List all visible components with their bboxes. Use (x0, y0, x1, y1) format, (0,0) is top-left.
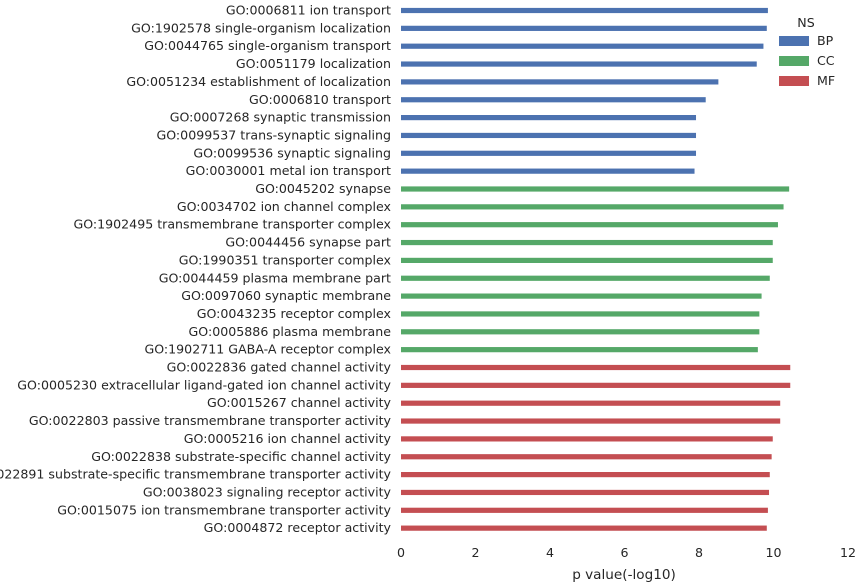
bar-mf (401, 507, 768, 513)
x-tick-labels: 0 2 4 6 8 10 12 (397, 545, 856, 560)
bar-cc (401, 222, 778, 228)
bar-bp (401, 97, 706, 103)
y-tick-label: GO:0043235 receptor complex (197, 306, 392, 321)
bar-cc (401, 347, 758, 353)
bar-bp (401, 7, 768, 14)
legend-swatch-bp (779, 36, 809, 46)
bar-mf (401, 400, 781, 406)
y-tick-label: GO:0097060 synaptic membrane (181, 288, 391, 303)
y-tick-label: GO:0022838 substrate-specific channel ac… (91, 449, 391, 464)
bars-layer (401, 7, 791, 531)
bar-bp (401, 150, 697, 156)
y-tick-label: GO:0007268 synaptic transmission (170, 110, 391, 125)
y-tick-label: GO:0015267 channel activity (207, 395, 392, 410)
x-tick-label: 4 (546, 545, 554, 560)
bar-bp (401, 61, 757, 67)
y-tick-labels: GO:0006811 ion transport GO:1902578 singl… (0, 3, 392, 536)
bar-cc (401, 293, 762, 299)
bar-bp (401, 79, 719, 85)
x-tick-label: 12 (840, 545, 856, 560)
legend-label-mf: MF (817, 73, 835, 88)
x-tick-label: 8 (695, 545, 703, 560)
bar-bp (401, 25, 767, 31)
y-tick-label: GO:0099537 trans-synaptic signaling (156, 127, 391, 142)
bar-cc (401, 257, 773, 263)
bar-mf (401, 472, 770, 478)
x-tick-label: 10 (765, 545, 781, 560)
bar-mf (401, 436, 773, 442)
bar-mf (401, 418, 781, 424)
bar-bp (401, 43, 764, 49)
bar-mf (401, 382, 791, 388)
bar-cc (401, 186, 790, 192)
y-tick-label: GO:0051234 establishment of localization (126, 74, 391, 89)
y-tick-label: GO:0099536 synaptic signaling (193, 145, 391, 160)
y-tick-label: GO:0044459 plasma membrane part (159, 270, 391, 285)
y-tick-label: GO:0005230 extracellular ligand-gated io… (17, 377, 391, 392)
bar-bp (401, 115, 697, 121)
y-tick-label: GO:0030001 metal ion transport (186, 163, 391, 178)
y-tick-label: GO:0005886 plasma membrane (189, 324, 392, 339)
y-tick-label: GO:1902711 GABA-A receptor complex (144, 342, 391, 357)
y-tick-label: GO:0006811 ion transport (226, 3, 391, 18)
y-tick-label: GO:0022836 gated channel activity (167, 360, 392, 375)
bar-mf (401, 454, 772, 460)
y-tick-label: GO:0051179 localization (236, 56, 391, 71)
bar-mf (401, 525, 767, 531)
y-tick-label: GO:0005216 ion channel activity (184, 431, 392, 446)
y-tick-label: GO:0038023 signaling receptor activity (143, 484, 392, 499)
bar-cc (401, 329, 760, 335)
bar-mf (401, 489, 770, 496)
y-tick-label: GO:0034702 ion channel complex (177, 199, 392, 214)
x-tick-label: 2 (471, 545, 479, 560)
y-tick-label: GO:1902495 transmembrane transporter com… (73, 217, 391, 232)
legend-label-bp: BP (817, 33, 834, 48)
bar-cc (401, 204, 784, 210)
x-axis-title: p value(-log10) (572, 567, 676, 583)
bar-cc (401, 275, 770, 281)
y-tick-label: GO:0022803 passive transmembrane transpo… (29, 413, 392, 428)
y-tick-label: GO:0045202 synapse (255, 181, 391, 196)
bar-cc (401, 311, 760, 317)
x-tick-label: 0 (397, 545, 405, 560)
legend-entries: BP CC MF (779, 33, 835, 88)
y-tick-label: GO:0015075 ion transmembrane transporter… (57, 502, 391, 517)
bar-cc (401, 239, 773, 246)
bar-bp (401, 168, 695, 174)
y-tick-label: GO:0022891 substrate-specific transmembr… (0, 467, 392, 482)
x-tick-label: 6 (620, 545, 628, 560)
bar-mf (401, 364, 791, 371)
legend-title: NS (797, 15, 814, 30)
bar-bp (401, 132, 697, 139)
y-tick-label: GO:0044765 single-organism transport (144, 38, 391, 53)
y-tick-label: GO:0006810 transport (249, 92, 391, 107)
legend-label-cc: CC (817, 53, 835, 68)
y-tick-label: GO:1902578 single-organism localization (131, 20, 391, 35)
legend-swatch-mf (779, 76, 809, 86)
legend-swatch-cc (779, 56, 809, 66)
y-tick-label: GO:0004872 receptor activity (204, 520, 392, 535)
y-tick-label: GO:0044456 synapse part (225, 235, 391, 250)
legend: NS BP CC MF (779, 15, 835, 88)
y-tick-label: GO:1990351 transporter complex (179, 252, 392, 267)
